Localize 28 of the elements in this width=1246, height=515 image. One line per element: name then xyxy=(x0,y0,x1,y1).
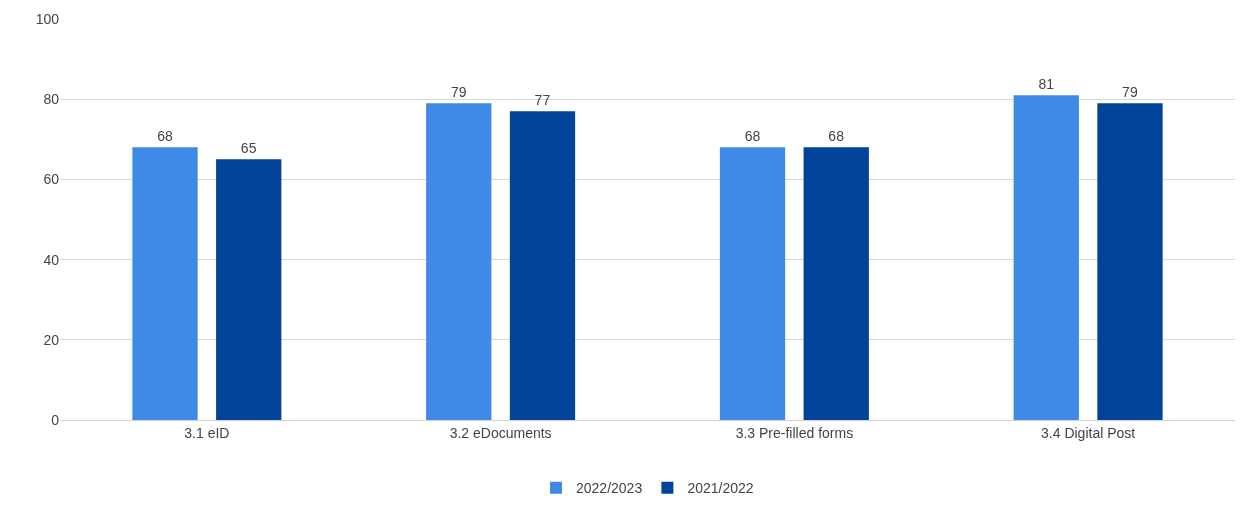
data-label: 68 xyxy=(157,128,173,145)
x-tick-label: 3.2 eDocuments xyxy=(449,424,552,441)
data-label: 79 xyxy=(450,84,467,101)
y-tick-label: 100 xyxy=(35,10,60,27)
y-tick-label: 80 xyxy=(43,91,60,108)
legend-label: 2022/2023 xyxy=(576,480,643,497)
y-tick-label: 0 xyxy=(51,411,60,428)
y-tick-label: 20 xyxy=(43,331,60,348)
bar xyxy=(216,159,282,420)
data-label: 65 xyxy=(240,140,257,157)
y-tick-label: 60 xyxy=(43,171,60,188)
legend-label: 2021/2022 xyxy=(687,480,754,497)
data-label: 77 xyxy=(534,92,551,109)
data-label: 68 xyxy=(828,128,845,145)
data-label: 79 xyxy=(1122,84,1138,101)
bar xyxy=(426,103,492,420)
bar xyxy=(509,111,576,420)
data-label: 68 xyxy=(744,128,761,145)
bar xyxy=(1013,95,1079,420)
bar xyxy=(719,147,786,420)
x-tick-label: 3.4 Digital Post xyxy=(1041,424,1136,441)
bar xyxy=(803,147,869,420)
x-tick-label: 3.3 Pre-filled forms xyxy=(735,424,854,441)
bar xyxy=(132,147,198,420)
x-tick-label: 3.1 eID xyxy=(184,424,230,441)
y-tick-label: 40 xyxy=(43,251,60,268)
bar xyxy=(1097,103,1163,420)
data-label: 81 xyxy=(1038,76,1055,93)
